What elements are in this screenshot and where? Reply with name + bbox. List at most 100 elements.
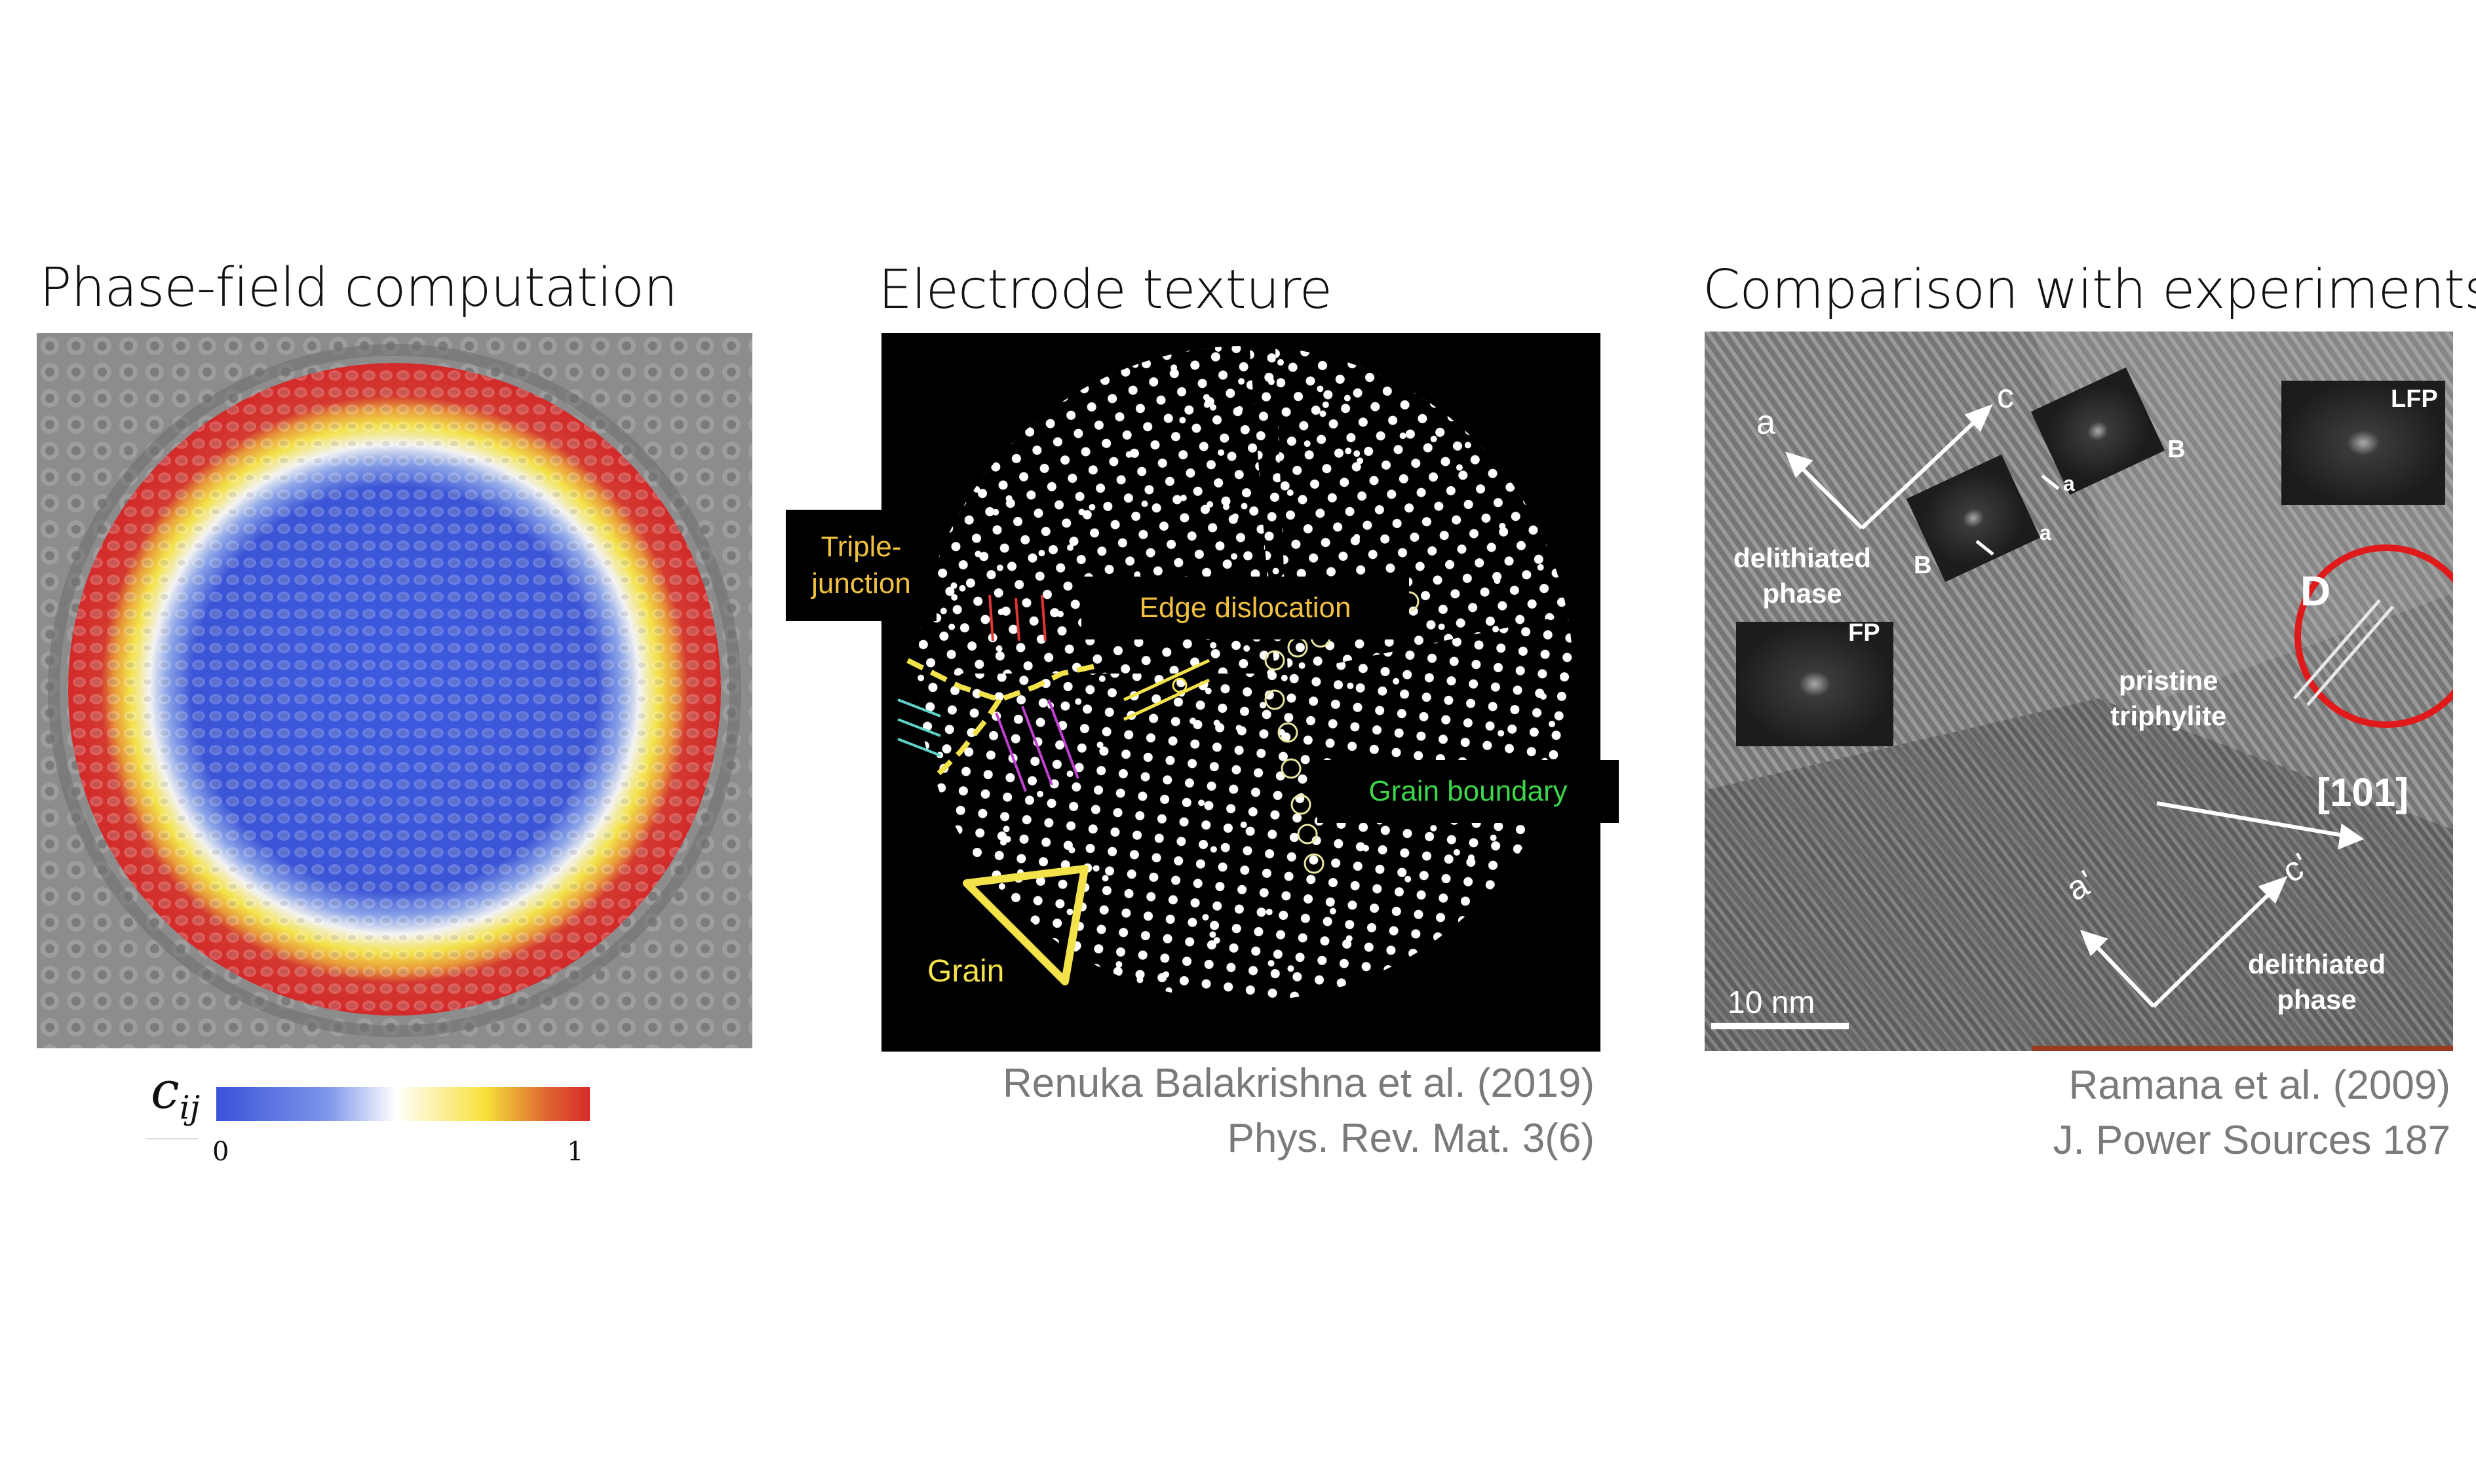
texture-atom (1132, 361, 1139, 368)
fft-FP-label: FP (1848, 619, 1880, 647)
texture-atom (1277, 359, 1284, 366)
texture-atom (1203, 401, 1210, 408)
right-caption: Ramana et al. (2009) J. Power Sources 18… (2053, 1058, 2450, 1168)
texture-atom (1404, 875, 1412, 883)
texture-atom (1541, 938, 1548, 945)
texture-atom (1438, 623, 1445, 630)
texture-atom (1066, 771, 1074, 778)
comparison-title: Comparison with experiments (1703, 259, 2476, 321)
texture-atom (1518, 928, 1526, 936)
texture-atom (1353, 534, 1361, 541)
texture-atom (1180, 495, 1187, 502)
texture-atom (1286, 489, 1294, 497)
texture-atom (1317, 385, 1324, 392)
texture-atom (1538, 471, 1545, 478)
phase-field-image (37, 333, 752, 1048)
texture-atom (918, 674, 925, 681)
texture-atom (1453, 848, 1460, 856)
texture-atom (1032, 377, 1039, 384)
texture-atom (933, 447, 940, 455)
texture-atom (1304, 440, 1311, 447)
texture-atom (1213, 719, 1220, 727)
texture-atom (956, 848, 963, 855)
pristine-triphylite-label: pristine triphylite (2110, 665, 2227, 731)
texture-atom (1163, 971, 1169, 978)
texture-atom (1220, 1018, 1227, 1024)
texture-atom (1393, 677, 1400, 685)
texture-atom (1266, 908, 1273, 915)
right-caption-line1: Ramana et al. (2009) (2068, 1063, 2450, 1108)
texture-atom (1210, 641, 1217, 649)
texture-atom (1141, 501, 1148, 508)
texture-atom (1203, 394, 1210, 401)
colorbar-min-label: 0 (212, 1137, 229, 1167)
direction-label: [101] (2317, 771, 2409, 814)
texture-atom (950, 582, 958, 589)
texture-atom (1357, 457, 1364, 465)
texture-atom (1075, 698, 1082, 705)
texture-atom (1456, 464, 1463, 471)
texture-atom (1266, 533, 1273, 540)
texture-atom (1539, 693, 1547, 700)
texture-atom (1236, 406, 1243, 413)
texture-atom (1121, 357, 1129, 364)
texture-atom (1091, 994, 1098, 1001)
texture-atom (1028, 1014, 1035, 1021)
texture-atom (1038, 550, 1045, 557)
texture-atom (1298, 662, 1306, 669)
texture-atom (1499, 523, 1506, 530)
texture-atom (1278, 729, 1285, 736)
fft-LFP-label: LFP (2391, 385, 2438, 413)
scale-bar-label: 10 nm (1728, 985, 1815, 1020)
texture-atom (1490, 834, 1497, 841)
axis-a-label: a (1756, 404, 1775, 442)
texture-atom (1102, 875, 1109, 882)
texture-atom (1345, 935, 1353, 942)
texture-atom (1260, 702, 1267, 709)
texture-atom (974, 439, 981, 446)
middle-caption: Renuka Balakrishna et al. (2019) Phys. R… (1003, 1056, 1595, 1166)
texture-atom (996, 645, 1003, 652)
texture-atom (992, 508, 999, 516)
texture-atom (1134, 571, 1141, 579)
texture-atom (1241, 503, 1248, 510)
right-caption-line2: J. Power Sources 187 (2053, 1118, 2450, 1163)
texture-atom (1527, 1004, 1534, 1010)
texture-atom (1068, 847, 1075, 854)
texture-atom (1272, 567, 1279, 575)
texture-atom (1205, 687, 1212, 694)
texture-atom (973, 485, 980, 493)
texture-atom (1299, 1000, 1306, 1001)
texture-atom (1214, 346, 1222, 352)
texture-atom (1057, 611, 1064, 618)
texture-atom (1492, 626, 1499, 633)
texture-atom (1238, 378, 1245, 385)
texture-atom (1297, 643, 1304, 650)
electrode-texture-title: Electrode texture (878, 259, 1332, 321)
fft-B-label-1: B (2167, 436, 2186, 463)
texture-atom (1463, 1021, 1470, 1027)
texture-atom (1475, 1002, 1481, 1009)
texture-atom (1026, 346, 1033, 352)
fft-a-label-1: a (2063, 472, 2075, 495)
middle-caption-line2: Phys. Rev. Mat. 3(6) (1227, 1116, 1595, 1161)
texture-atom (1096, 741, 1104, 748)
colorbar-underline (145, 1138, 198, 1139)
texture-atom (1549, 721, 1556, 728)
texture-atom (1218, 449, 1225, 456)
texture-atom (1363, 845, 1370, 852)
texture-atom (1170, 364, 1178, 371)
texture-atom (1428, 966, 1435, 973)
texture-atom (975, 550, 982, 558)
texture-atom (1210, 846, 1217, 853)
texture-atom (1329, 907, 1336, 915)
texture-atom (1240, 821, 1247, 828)
texture-atom (1464, 442, 1471, 449)
texture-atom (1125, 451, 1132, 458)
texture-atom (1319, 410, 1326, 417)
texture-atom (997, 608, 1005, 615)
texture-atom (998, 883, 1005, 890)
axis-c-label: c (1997, 377, 2014, 415)
texture-atom (971, 389, 978, 396)
texture-atom (1498, 730, 1505, 737)
